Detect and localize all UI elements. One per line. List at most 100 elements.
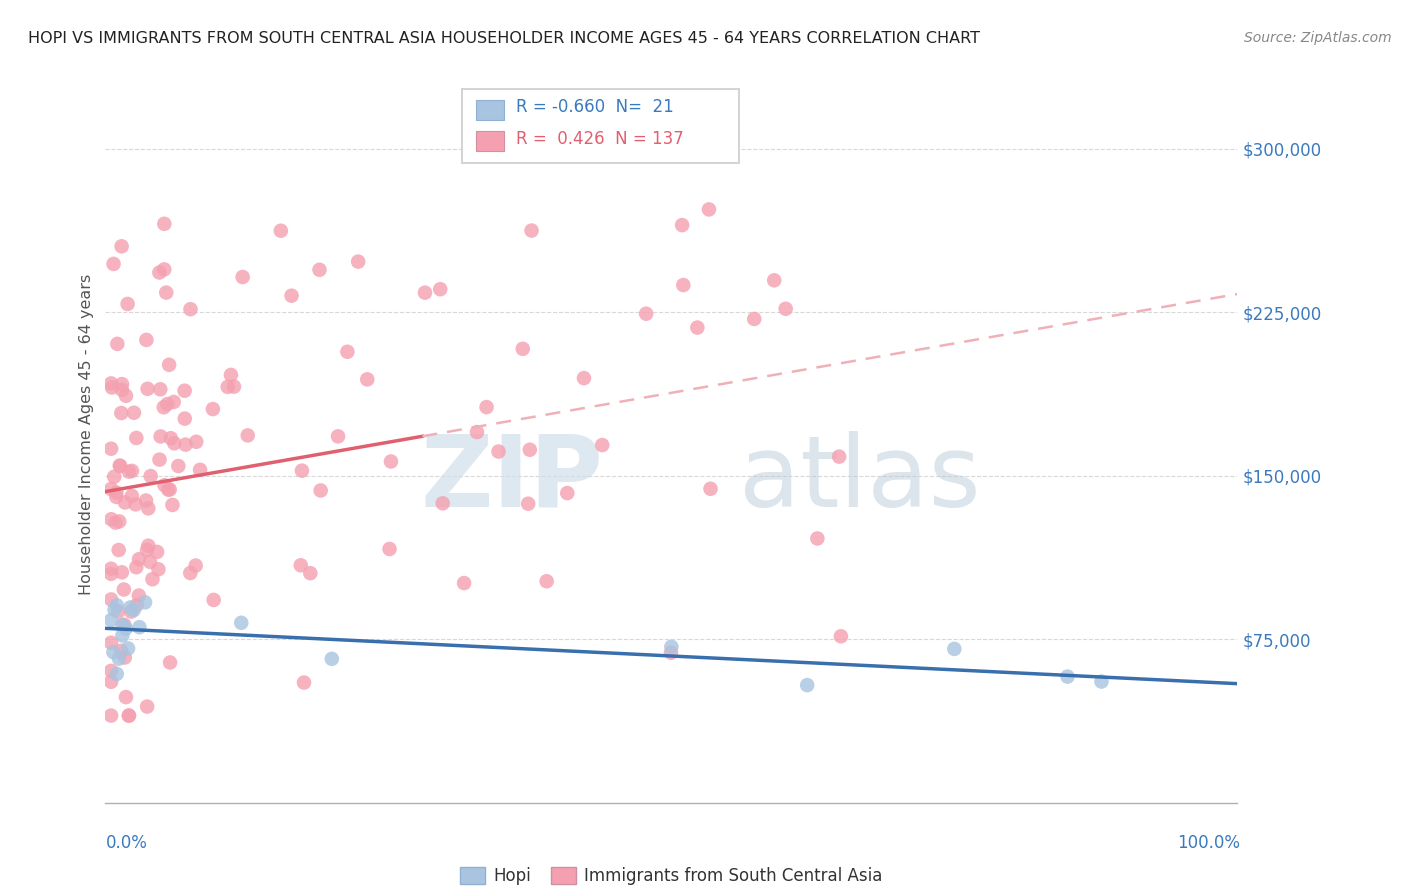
- Point: [148, 452, 170, 467]
- Point: [231, 615, 253, 630]
- Text: ZIP: ZIP: [420, 431, 603, 527]
- Point: [121, 464, 143, 478]
- Point: [114, 650, 136, 665]
- Point: [149, 429, 172, 443]
- Point: [103, 469, 125, 483]
- Point: [347, 254, 370, 268]
- Point: [699, 482, 721, 496]
- Point: [141, 572, 163, 586]
- Point: [153, 478, 176, 492]
- Point: [155, 285, 177, 300]
- Point: [148, 266, 170, 280]
- Point: [139, 469, 162, 483]
- FancyBboxPatch shape: [463, 89, 740, 162]
- Point: [111, 239, 134, 253]
- Point: [111, 383, 134, 397]
- Point: [100, 562, 122, 576]
- Text: HOPI VS IMMIGRANTS FROM SOUTH CENTRAL ASIA HOUSEHOLDER INCOME AGES 45 - 64 YEARS: HOPI VS IMMIGRANTS FROM SOUTH CENTRAL AS…: [28, 31, 980, 46]
- Point: [112, 617, 135, 632]
- Point: [136, 382, 159, 396]
- Point: [120, 605, 142, 619]
- Text: Source: ZipAtlas.com: Source: ZipAtlas.com: [1244, 31, 1392, 45]
- Point: [174, 437, 197, 451]
- Point: [110, 459, 132, 474]
- Point: [100, 674, 122, 689]
- Point: [111, 618, 134, 632]
- Point: [118, 465, 141, 479]
- Point: [100, 613, 122, 627]
- Point: [378, 541, 401, 556]
- Point: [107, 604, 129, 618]
- Point: [125, 560, 148, 574]
- Point: [308, 262, 330, 277]
- Point: [159, 656, 181, 670]
- Point: [488, 444, 510, 458]
- Point: [100, 376, 122, 391]
- Point: [519, 442, 541, 457]
- Point: [146, 545, 169, 559]
- Point: [661, 640, 683, 654]
- Point: [453, 576, 475, 591]
- Point: [114, 622, 136, 636]
- Point: [115, 389, 138, 403]
- Point: [105, 337, 128, 351]
- Point: [125, 431, 148, 445]
- Point: [943, 641, 966, 656]
- Point: [125, 598, 148, 612]
- Point: [107, 543, 129, 558]
- Point: [742, 312, 765, 326]
- Point: [796, 678, 818, 692]
- Point: [100, 512, 122, 526]
- Point: [136, 543, 159, 558]
- Point: [697, 202, 720, 217]
- Point: [636, 307, 658, 321]
- Point: [290, 558, 312, 573]
- Point: [219, 368, 242, 382]
- Point: [173, 411, 195, 425]
- Point: [280, 288, 302, 302]
- Point: [100, 636, 122, 650]
- Point: [775, 301, 797, 316]
- Point: [291, 464, 314, 478]
- Point: [122, 603, 145, 617]
- Point: [118, 708, 141, 723]
- Point: [475, 400, 498, 414]
- Point: [117, 641, 139, 656]
- Y-axis label: Householder Income Ages 45 - 64 years: Householder Income Ages 45 - 64 years: [79, 274, 94, 596]
- Point: [105, 599, 128, 613]
- Point: [115, 690, 138, 705]
- Point: [326, 429, 349, 443]
- Point: [671, 218, 693, 232]
- Point: [136, 501, 159, 516]
- Point: [236, 428, 259, 442]
- Point: [763, 273, 786, 287]
- Point: [135, 333, 157, 347]
- FancyBboxPatch shape: [475, 130, 503, 151]
- Point: [100, 566, 122, 581]
- Point: [413, 285, 436, 300]
- Point: [299, 566, 322, 581]
- Point: [103, 645, 125, 659]
- Point: [117, 297, 139, 311]
- Point: [572, 371, 595, 385]
- Point: [686, 320, 709, 334]
- Point: [1090, 674, 1112, 689]
- Point: [321, 652, 343, 666]
- Point: [520, 223, 543, 237]
- Point: [100, 708, 122, 723]
- Point: [108, 458, 131, 473]
- Point: [110, 406, 132, 420]
- Point: [336, 344, 359, 359]
- Point: [136, 699, 159, 714]
- Point: [517, 497, 540, 511]
- Point: [112, 582, 135, 597]
- Point: [135, 493, 157, 508]
- Point: [114, 495, 136, 509]
- Point: [136, 539, 159, 553]
- Point: [105, 667, 128, 681]
- Point: [105, 485, 128, 500]
- Point: [134, 595, 156, 609]
- Point: [108, 651, 131, 665]
- Point: [100, 664, 122, 678]
- Text: R = -0.660  N=  21: R = -0.660 N= 21: [516, 97, 673, 116]
